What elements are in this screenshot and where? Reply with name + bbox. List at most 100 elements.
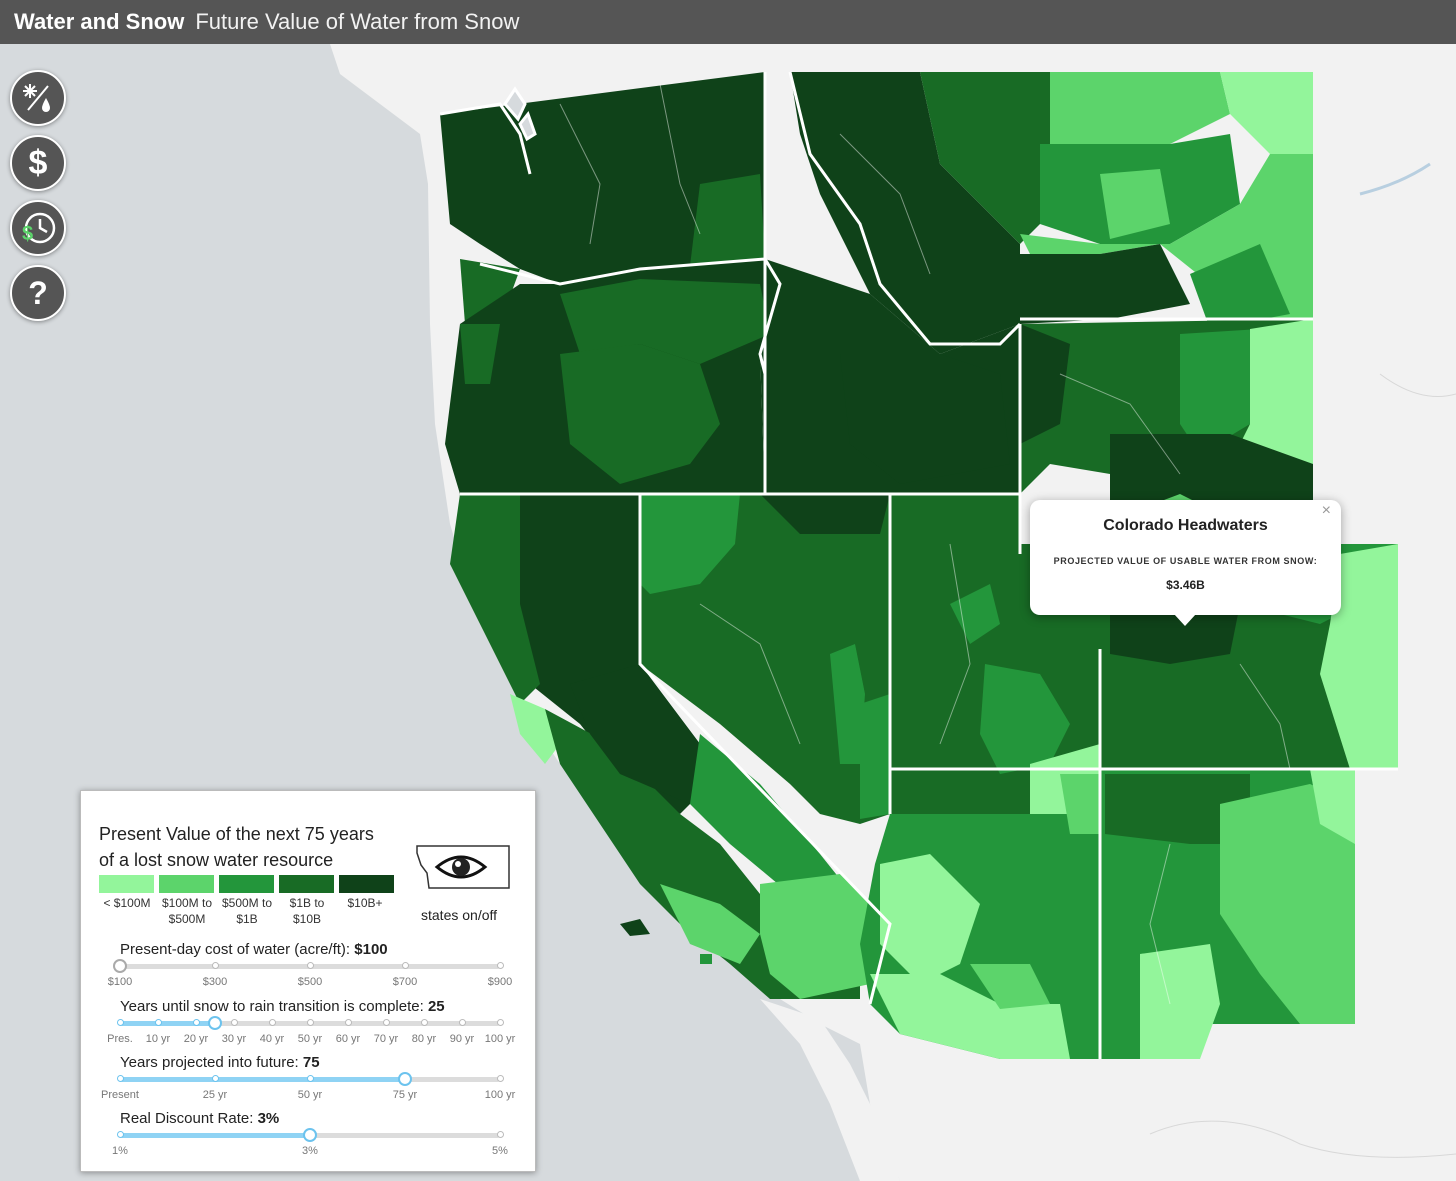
help-button[interactable]: ? bbox=[10, 265, 66, 321]
watershed-region[interactable] bbox=[570, 664, 700, 804]
discount-slider-tick[interactable] bbox=[497, 1131, 504, 1138]
transition-slider-tick[interactable] bbox=[193, 1019, 200, 1026]
watershed-region[interactable] bbox=[1110, 434, 1313, 504]
projection-slider-tick[interactable] bbox=[307, 1075, 314, 1082]
projection-slider-handle[interactable] bbox=[398, 1072, 412, 1086]
watershed-region[interactable] bbox=[1110, 604, 1240, 664]
transition-slider-tick-label: 100 yr bbox=[484, 1033, 516, 1045]
watershed-boundaries bbox=[559, 83, 1291, 1005]
legend-label: < $100M bbox=[103, 896, 151, 910]
transition-slider-tick[interactable] bbox=[269, 1019, 276, 1026]
question-icon: ? bbox=[28, 274, 48, 311]
popup-label: PROJECTED VALUE OF USABLE WATER FROM SNO… bbox=[1053, 556, 1318, 566]
projection-slider[interactable]: Present 25 yr 50 yr 75 yr 100 yr bbox=[101, 1072, 515, 1101]
popup-close-button[interactable]: × bbox=[1321, 502, 1331, 519]
transition-slider[interactable]: Pres. 10 yr 20 yr 30 yr 40 yr 50 yr 60 yr 70 yr… bbox=[107, 1016, 515, 1045]
cost-slider-tick[interactable] bbox=[497, 962, 504, 969]
watershed-region[interactable] bbox=[1100, 169, 1170, 239]
cost-slider-tick-label: $900 bbox=[487, 976, 513, 988]
cost-slider-handle[interactable] bbox=[113, 959, 127, 973]
watershed-region[interactable] bbox=[980, 664, 1070, 774]
legend-panel: Present Value of the next 75 years of a … bbox=[80, 790, 536, 1172]
transition-slider-tick-label: 20 yr bbox=[183, 1033, 209, 1045]
svg-text:$: $ bbox=[22, 223, 33, 245]
projection-slider-tick[interactable] bbox=[497, 1075, 504, 1082]
watershed-region[interactable] bbox=[560, 279, 770, 364]
discount-slider-label: Real Discount Rate: 3% bbox=[120, 1110, 280, 1127]
legend-title-line-1: Present Value of the next 75 years bbox=[99, 824, 374, 844]
transition-slider-tick[interactable] bbox=[459, 1019, 466, 1026]
river bbox=[1379, 373, 1456, 397]
watershed-region[interactable] bbox=[840, 354, 1010, 484]
discount-slider[interactable]: 1% 3% 5% bbox=[112, 1128, 508, 1157]
watershed-region[interactable] bbox=[620, 919, 650, 936]
transition-slider-tick-label: 90 yr bbox=[449, 1033, 475, 1045]
dollar-icon: $ bbox=[28, 143, 48, 182]
discount-slider-fill bbox=[120, 1133, 310, 1138]
app-subtitle: Future Value of Water from Snow bbox=[195, 9, 520, 34]
transition-slider-tick[interactable] bbox=[117, 1019, 124, 1026]
watershed-region[interactable] bbox=[1020, 244, 1190, 324]
watershed-region[interactable] bbox=[560, 344, 720, 484]
cost-slider-tick[interactable] bbox=[307, 962, 314, 969]
cost-slider[interactable]: $100 $300 $500 $700 $900 bbox=[108, 959, 512, 988]
watershed-region[interactable] bbox=[1310, 769, 1355, 844]
discount-slider-handle[interactable] bbox=[303, 1128, 317, 1142]
projection-slider-tick-label: 100 yr bbox=[484, 1089, 516, 1101]
transition-slider-value: 25 bbox=[427, 998, 445, 1015]
watershed-region[interactable] bbox=[1060, 774, 1100, 834]
projection-slider-tick[interactable] bbox=[212, 1075, 219, 1082]
cost-slider-tick-label: $500 bbox=[297, 976, 323, 988]
watershed-region[interactable] bbox=[760, 874, 880, 999]
watershed-region[interactable] bbox=[760, 494, 890, 534]
watershed-region[interactable] bbox=[920, 72, 1050, 244]
watershed-region[interactable] bbox=[700, 954, 712, 964]
popup-title: Colorado Headwaters bbox=[1103, 517, 1268, 534]
watershed-region[interactable] bbox=[1140, 944, 1220, 1059]
transition-slider-tick[interactable] bbox=[307, 1019, 314, 1026]
value-button[interactable]: $ bbox=[10, 135, 66, 191]
app-title: Water and Snow bbox=[14, 9, 185, 34]
watershed-region[interactable] bbox=[1050, 72, 1230, 144]
watershed-region[interactable] bbox=[860, 694, 890, 819]
snow-water-toggle-button[interactable] bbox=[10, 70, 66, 126]
watershed-region[interactable] bbox=[870, 974, 1070, 1059]
watershed-region[interactable] bbox=[1220, 784, 1355, 1024]
watershed-region[interactable] bbox=[950, 584, 1000, 644]
discount-slider-value: 3% bbox=[257, 1110, 280, 1127]
watershed-region[interactable] bbox=[690, 174, 765, 266]
watershed-region[interactable] bbox=[970, 964, 1050, 1009]
future-value-button[interactable]: $ bbox=[10, 200, 66, 256]
transition-slider-tick[interactable] bbox=[383, 1019, 390, 1026]
watershed-region[interactable] bbox=[1105, 774, 1250, 844]
watershed-region[interactable] bbox=[880, 854, 980, 984]
watershed-region[interactable] bbox=[660, 884, 760, 964]
transition-slider-tick[interactable] bbox=[155, 1019, 162, 1026]
transition-slider-tick[interactable] bbox=[231, 1019, 238, 1026]
discount-slider-tick-label: 5% bbox=[492, 1145, 508, 1157]
watershed-region[interactable] bbox=[1180, 329, 1260, 454]
transition-slider-tick[interactable] bbox=[497, 1019, 504, 1026]
region-popup: × Colorado Headwaters PROJECTED VALUE OF… bbox=[1030, 500, 1341, 626]
watershed-region[interactable] bbox=[460, 324, 500, 384]
watershed-region[interactable] bbox=[1190, 244, 1290, 329]
transition-slider-tick[interactable] bbox=[421, 1019, 428, 1026]
cost-slider-tick[interactable] bbox=[402, 962, 409, 969]
projection-slider-fill bbox=[120, 1077, 405, 1082]
watershed-region[interactable] bbox=[450, 494, 540, 704]
projection-slider-tick-label: 75 yr bbox=[392, 1089, 418, 1101]
transition-slider-tick[interactable] bbox=[345, 1019, 352, 1026]
cost-slider-tick[interactable] bbox=[212, 962, 219, 969]
transition-slider-handle[interactable] bbox=[208, 1016, 222, 1030]
watershed-region[interactable] bbox=[765, 72, 1020, 354]
watershed-region[interactable] bbox=[830, 644, 865, 764]
watershed-region[interactable] bbox=[690, 734, 860, 914]
states-toggle-button[interactable] bbox=[415, 843, 511, 891]
projection-slider-tick-label: 50 yr bbox=[297, 1089, 323, 1101]
watershed-region[interactable] bbox=[1220, 72, 1313, 154]
watershed-region[interactable] bbox=[640, 494, 740, 594]
watershed-region[interactable] bbox=[1020, 324, 1070, 444]
discount-slider-tick[interactable] bbox=[117, 1131, 124, 1138]
watershed-region[interactable] bbox=[510, 694, 560, 764]
projection-slider-tick[interactable] bbox=[117, 1075, 124, 1082]
